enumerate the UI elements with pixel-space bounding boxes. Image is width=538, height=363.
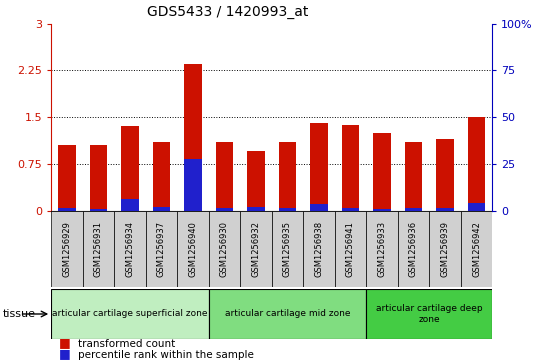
- Text: GSM1256930: GSM1256930: [220, 221, 229, 277]
- Bar: [366, 289, 492, 339]
- Text: GSM1256940: GSM1256940: [188, 221, 197, 277]
- Text: articular cartilage mid zone: articular cartilage mid zone: [225, 310, 350, 318]
- Bar: [146, 211, 177, 287]
- Bar: [366, 211, 398, 287]
- Bar: [58, 208, 75, 211]
- Bar: [90, 209, 107, 211]
- Bar: [272, 211, 303, 287]
- Text: GSM1256941: GSM1256941: [346, 221, 355, 277]
- Bar: [58, 145, 75, 211]
- Bar: [373, 209, 391, 211]
- Bar: [373, 132, 391, 211]
- Bar: [279, 208, 296, 211]
- Text: transformed count: transformed count: [78, 339, 175, 349]
- Text: GSM1256936: GSM1256936: [409, 221, 418, 277]
- Bar: [177, 211, 209, 287]
- Bar: [405, 208, 422, 211]
- Bar: [184, 159, 202, 211]
- Text: ■: ■: [59, 336, 71, 349]
- Text: GSM1256933: GSM1256933: [378, 221, 386, 277]
- Bar: [153, 207, 170, 211]
- Text: ■: ■: [59, 347, 71, 360]
- Text: GSM1256929: GSM1256929: [62, 221, 72, 277]
- Bar: [468, 117, 485, 211]
- Text: GDS5433 / 1420993_at: GDS5433 / 1420993_at: [147, 5, 308, 20]
- Bar: [436, 208, 454, 211]
- Bar: [247, 151, 265, 211]
- Bar: [153, 142, 170, 211]
- Bar: [209, 289, 366, 339]
- Bar: [209, 211, 240, 287]
- Text: GSM1256942: GSM1256942: [472, 221, 481, 277]
- Text: GSM1256932: GSM1256932: [251, 221, 260, 277]
- Bar: [461, 211, 492, 287]
- Bar: [216, 208, 233, 211]
- Bar: [335, 211, 366, 287]
- Bar: [303, 211, 335, 287]
- Text: tissue: tissue: [3, 309, 36, 319]
- Bar: [436, 139, 454, 211]
- Bar: [240, 211, 272, 287]
- Bar: [398, 211, 429, 287]
- Bar: [405, 142, 422, 211]
- Bar: [51, 289, 209, 339]
- Bar: [429, 211, 461, 287]
- Text: GSM1256939: GSM1256939: [441, 221, 450, 277]
- Bar: [216, 142, 233, 211]
- Bar: [468, 203, 485, 211]
- Text: GSM1256931: GSM1256931: [94, 221, 103, 277]
- Bar: [310, 123, 328, 211]
- Bar: [342, 208, 359, 211]
- Bar: [247, 207, 265, 211]
- Text: GSM1256934: GSM1256934: [125, 221, 134, 277]
- Bar: [83, 211, 114, 287]
- Text: articular cartilage superficial zone: articular cartilage superficial zone: [52, 310, 208, 318]
- Bar: [90, 145, 107, 211]
- Bar: [342, 125, 359, 211]
- Bar: [51, 211, 83, 287]
- Text: GSM1256935: GSM1256935: [283, 221, 292, 277]
- Bar: [121, 199, 139, 211]
- Bar: [279, 142, 296, 211]
- Bar: [310, 204, 328, 211]
- Text: GSM1256938: GSM1256938: [314, 221, 323, 277]
- Text: GSM1256937: GSM1256937: [157, 221, 166, 277]
- Bar: [184, 64, 202, 211]
- Bar: [114, 211, 146, 287]
- Text: percentile rank within the sample: percentile rank within the sample: [78, 350, 254, 360]
- Text: articular cartilage deep
zone: articular cartilage deep zone: [376, 304, 483, 324]
- Bar: [121, 126, 139, 211]
